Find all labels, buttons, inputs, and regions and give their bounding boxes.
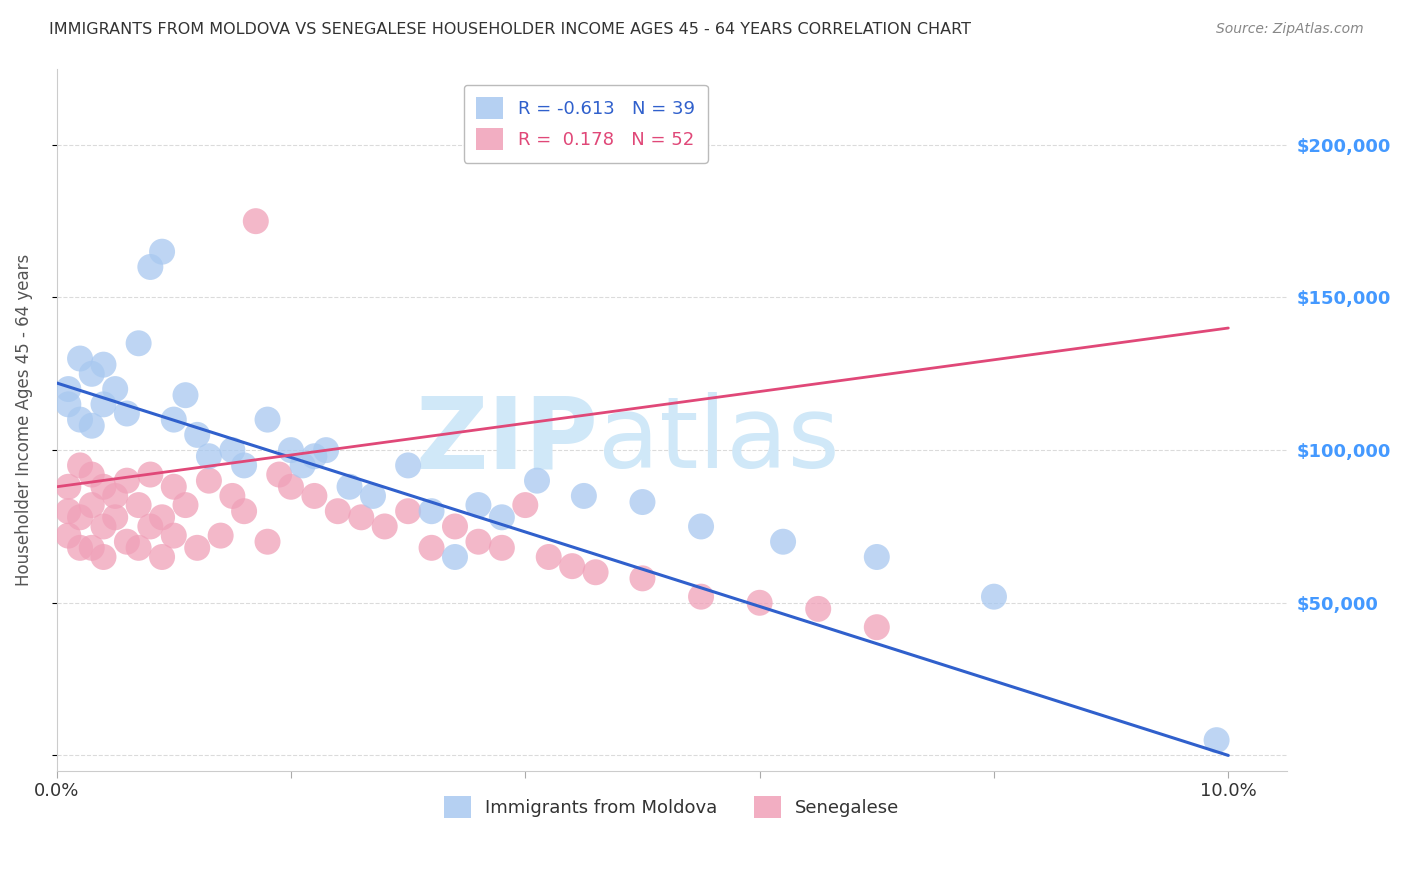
Point (339, 480, 361, 494)
Legend: Immigrants from Moldova, Senegalese: Immigrants from Moldova, Senegalese (437, 789, 907, 825)
Point (80, 367, 103, 381)
Point (139, 260, 162, 274)
Point (69, 541, 91, 555)
Point (58, 382, 80, 396)
Point (572, 489, 595, 503)
Point (58, 528, 80, 542)
Point (807, 602, 830, 616)
Point (491, 510, 513, 524)
Point (174, 498, 197, 512)
Point (467, 534, 489, 549)
Text: ZIP: ZIP (415, 392, 598, 489)
Point (58, 397, 80, 411)
Point (420, 541, 443, 555)
Point (69, 412, 91, 426)
Point (150, 549, 173, 564)
Point (396, 458, 419, 473)
Point (174, 388, 197, 402)
Point (150, 510, 173, 524)
Point (115, 534, 138, 549)
Point (326, 504, 349, 518)
Text: Source: ZipAtlas.com: Source: ZipAtlas.com (1216, 22, 1364, 37)
Point (69, 458, 91, 473)
Point (115, 407, 138, 421)
Point (444, 519, 467, 533)
Point (585, 566, 607, 580)
Point (69, 351, 91, 366)
Point (80, 541, 103, 555)
Point (186, 541, 208, 555)
Point (350, 510, 373, 524)
Text: IMMIGRANTS FROM MOLDOVA VS SENEGALESE HOUSEHOLDER INCOME AGES 45 - 64 YEARS CORR: IMMIGRANTS FROM MOLDOVA VS SENEGALESE HO… (49, 22, 972, 37)
Point (631, 571, 654, 585)
Point (444, 549, 467, 564)
Point (526, 474, 548, 488)
Point (139, 467, 162, 482)
Point (304, 449, 326, 463)
Point (1205, 733, 1227, 747)
Text: atlas: atlas (598, 392, 839, 489)
Point (198, 474, 221, 488)
Point (80, 418, 103, 433)
Point (866, 620, 889, 634)
Point (291, 458, 314, 473)
Point (233, 458, 256, 473)
Point (221, 443, 243, 458)
Point (280, 443, 302, 458)
Point (396, 504, 419, 518)
Point (198, 449, 221, 463)
Point (128, 541, 150, 555)
Point (221, 489, 243, 503)
Point (80, 498, 103, 512)
Point (315, 443, 337, 458)
Point (93, 519, 115, 533)
Point (93, 358, 115, 372)
Point (690, 590, 713, 604)
Point (233, 504, 256, 518)
Y-axis label: Householder Income Ages 45 - 64 years: Householder Income Ages 45 - 64 years (15, 253, 32, 586)
Point (361, 489, 384, 503)
Point (515, 498, 537, 512)
Point (128, 498, 150, 512)
Point (631, 495, 654, 509)
Point (256, 534, 278, 549)
Point (256, 412, 278, 426)
Point (245, 214, 267, 228)
Point (537, 549, 560, 564)
Point (467, 498, 489, 512)
Point (58, 504, 80, 518)
Point (561, 559, 583, 574)
Point (104, 510, 127, 524)
Point (163, 528, 186, 542)
Point (163, 412, 186, 426)
Point (93, 480, 115, 494)
Point (186, 428, 208, 442)
Point (69, 510, 91, 524)
Point (866, 549, 889, 564)
Point (748, 596, 770, 610)
Point (269, 467, 291, 482)
Point (139, 519, 162, 533)
Point (983, 590, 1005, 604)
Point (209, 528, 232, 542)
Point (104, 489, 127, 503)
Point (420, 504, 443, 518)
Point (104, 382, 127, 396)
Point (93, 397, 115, 411)
Point (374, 519, 396, 533)
Point (80, 467, 103, 482)
Point (690, 519, 713, 533)
Point (128, 336, 150, 351)
Point (491, 541, 513, 555)
Point (280, 480, 302, 494)
Point (93, 549, 115, 564)
Point (304, 489, 326, 503)
Point (58, 480, 80, 494)
Point (772, 534, 794, 549)
Point (150, 244, 173, 259)
Point (163, 480, 186, 494)
Point (115, 474, 138, 488)
